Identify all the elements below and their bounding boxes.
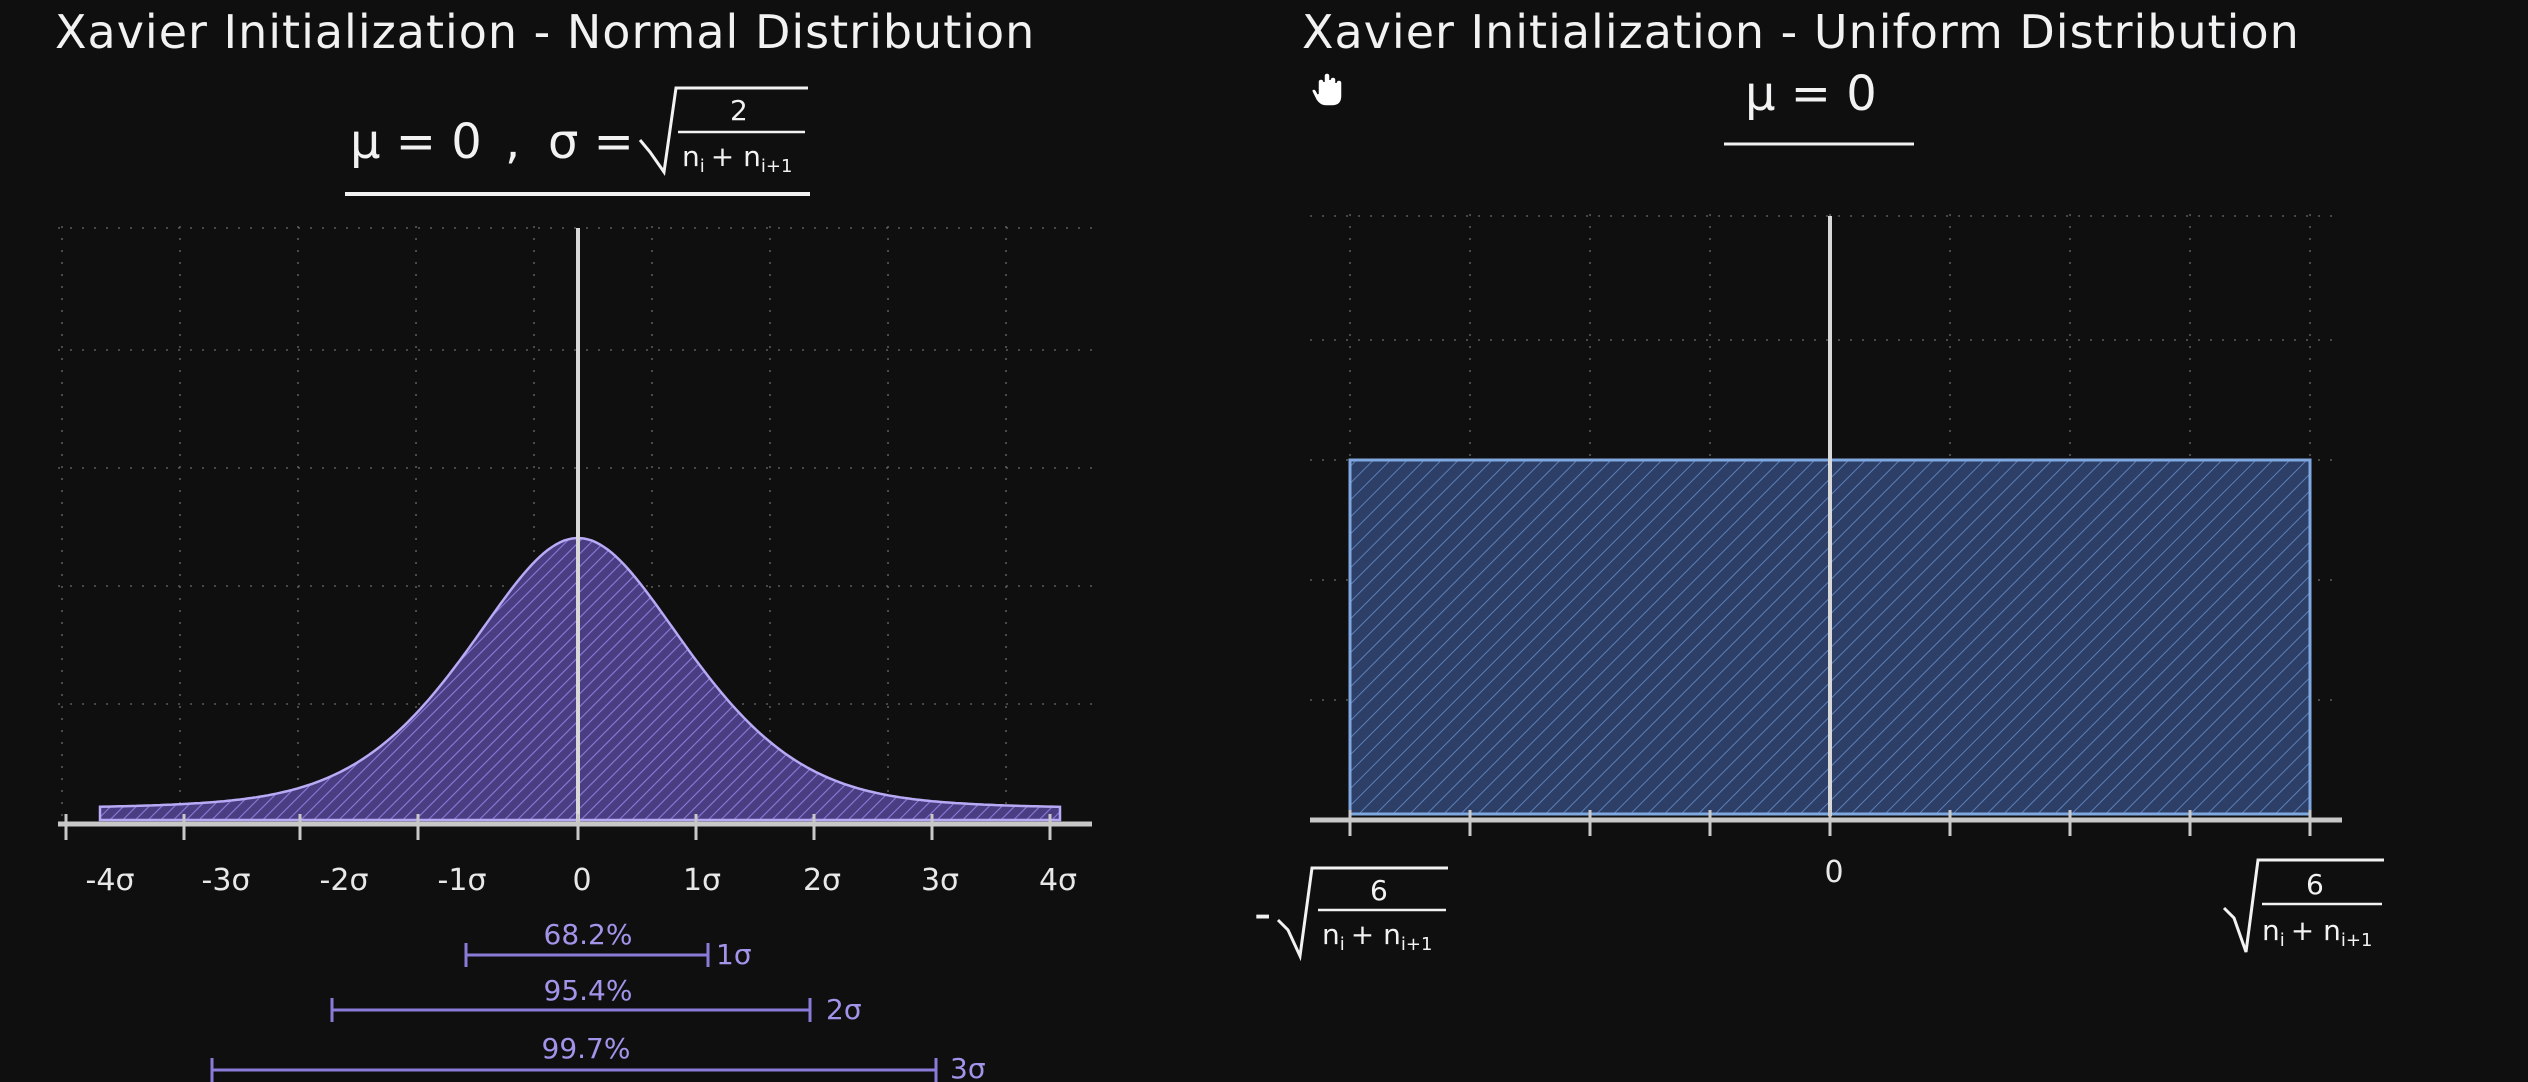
range-percent: 95.4% <box>544 974 633 1007</box>
hand-cursor-icon <box>1311 72 1343 107</box>
bound-denominator: ni + ni+1 <box>1322 918 1432 955</box>
uniform-lower-bound: - 6 ni + ni+1 <box>1254 866 1448 962</box>
normal-comma: , <box>505 114 520 170</box>
tick-label: 0 <box>572 863 591 898</box>
bound-denominator: ni + ni+1 <box>2262 914 2372 951</box>
tick-label: 4σ <box>1039 863 1077 898</box>
tick-label: -1σ <box>438 863 487 898</box>
range-sigma: 1σ <box>716 938 752 971</box>
tick-label: 1σ <box>683 863 721 898</box>
bound-numerator: 6 <box>1370 874 1388 907</box>
normal-panel: Xavier Initialization - Normal Distribut… <box>55 5 1092 1082</box>
uniform-title: Xavier Initialization - Uniform Distribu… <box>1302 5 2300 59</box>
normal-mean-label: μ = 0 <box>350 114 482 170</box>
range-percent: 68.2% <box>544 918 633 951</box>
normal-sigma-label: σ = <box>548 114 634 170</box>
bound-numerator: 6 <box>2306 868 2324 901</box>
range-sigma: 3σ <box>950 1052 986 1082</box>
tick-label: 3σ <box>921 863 959 898</box>
uniform-mean-label: μ = 0 <box>1745 66 1877 122</box>
range-99: 99.7% 3σ <box>210 1032 986 1082</box>
normal-title: Xavier Initialization - Normal Distribut… <box>55 5 1035 59</box>
tick-label: 2σ <box>803 863 841 898</box>
range-percent: 99.7% <box>542 1032 631 1065</box>
sigma-numerator: 2 <box>730 94 748 127</box>
range-95: 95.4% 2σ <box>330 974 862 1026</box>
range-sigma: 2σ <box>826 993 862 1026</box>
uniform-panel: Xavier Initialization - Uniform Distribu… <box>1254 5 2384 962</box>
range-68: 68.2% 1σ <box>464 918 752 971</box>
tick-label: -3σ <box>202 863 251 898</box>
sigma-denominator: ni + ni+1 <box>682 140 792 177</box>
normal-tick-labels: -4σ -3σ -2σ -1σ 0 1σ 2σ 3σ 4σ <box>86 863 1078 898</box>
minus-sign: - <box>1254 886 1271 942</box>
tick-label: -2σ <box>320 863 369 898</box>
uniform-center-label: 0 <box>1824 855 1843 890</box>
sqrt-sign <box>638 86 808 176</box>
tick-label: -4σ <box>86 863 135 898</box>
normal-formula: μ = 0 , σ = 2 ni + ni+1 <box>345 86 810 196</box>
normal-ticks <box>64 814 1052 840</box>
uniform-ticks <box>1348 810 2312 836</box>
uniform-upper-bound: 6 ni + ni+1 <box>2222 858 2384 953</box>
